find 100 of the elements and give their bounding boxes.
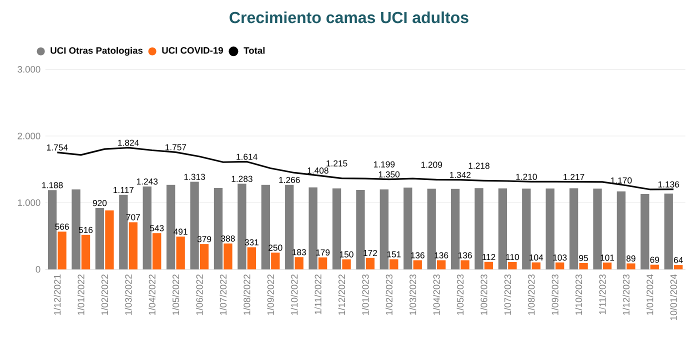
bar xyxy=(224,243,232,270)
bar xyxy=(200,244,209,270)
data-label: 1.210 xyxy=(516,174,537,180)
x-tick-label: 1/02/2023 xyxy=(386,274,392,315)
data-label: 543 xyxy=(150,225,164,232)
data-label: 136 xyxy=(411,252,424,258)
data-label: 707 xyxy=(126,214,140,220)
data-label: 1.614 xyxy=(236,154,258,160)
x-tick-label: 1/05/2023 xyxy=(456,274,464,315)
data-label: 1.218 xyxy=(468,162,490,169)
bar xyxy=(176,236,185,270)
bar xyxy=(58,232,66,270)
data-label: 1.117 xyxy=(114,187,134,193)
x-tick-label: 1/08/2022 xyxy=(243,274,250,315)
data-label: 69 xyxy=(650,256,660,263)
data-label: 150 xyxy=(340,251,354,258)
data-label: 136 xyxy=(434,252,448,258)
data-label: 566 xyxy=(55,224,69,230)
data-label: 379 xyxy=(197,236,212,242)
data-label: 1.754 xyxy=(47,144,68,151)
bar xyxy=(238,184,246,270)
data-label: 89 xyxy=(626,255,636,262)
bar xyxy=(342,259,351,270)
x-tick-label: 1/01/2022 xyxy=(77,274,84,315)
bar xyxy=(427,188,436,270)
bar xyxy=(119,194,128,270)
bar xyxy=(616,191,626,270)
data-label: 1.215 xyxy=(326,160,348,166)
data-label: 179 xyxy=(316,249,330,256)
data-label: 183 xyxy=(292,249,306,256)
x-tick-label: 1/12/2022 xyxy=(338,274,346,315)
data-label: 136 xyxy=(458,252,472,258)
data-label: 1.209 xyxy=(421,162,442,168)
x-tick-label: 1/12/2023 xyxy=(622,274,630,315)
bar xyxy=(142,186,152,270)
data-label: 1.266 xyxy=(279,176,300,184)
x-tick-label: 1/10/2023 xyxy=(575,274,582,315)
x-tick-label: 1/12/2021 xyxy=(54,274,61,315)
data-label: 1.243 xyxy=(136,178,158,185)
bar xyxy=(308,187,318,270)
bar xyxy=(593,188,602,270)
x-tick-label: 1/03/2022 xyxy=(124,274,132,315)
chart-title: Crecimiento camas UCI adultos xyxy=(230,11,468,24)
bar xyxy=(460,260,470,270)
bar xyxy=(366,258,375,270)
data-label: 250 xyxy=(268,244,282,251)
bar xyxy=(650,264,659,270)
data-label: 112 xyxy=(482,254,496,260)
x-tick-label: 1/01/2023 xyxy=(362,274,369,315)
bar xyxy=(474,188,484,270)
data-label: 516 xyxy=(78,226,93,234)
x-tick-label: 1/04/2022 xyxy=(148,274,156,315)
y-tick-label: 2.000 xyxy=(18,132,40,140)
data-label: 95 xyxy=(579,254,588,262)
bar xyxy=(626,263,636,270)
y-tick-label: 3.000 xyxy=(18,66,40,73)
bar xyxy=(413,260,422,270)
bar xyxy=(271,252,280,270)
bar xyxy=(390,259,398,270)
x-tick-label: 1/09/2022 xyxy=(267,274,274,315)
bar xyxy=(294,257,304,270)
data-label: 103 xyxy=(553,254,567,261)
bar xyxy=(214,188,223,270)
y-tick-label: 1.000 xyxy=(18,199,40,206)
legend-label: Total xyxy=(244,46,265,54)
data-label: 1.350 xyxy=(378,171,400,178)
x-tick-label: 1/01/2024 xyxy=(646,274,654,315)
x-tick-label: 1/07/2022 xyxy=(220,274,227,315)
data-label: 104 xyxy=(530,254,544,261)
bar xyxy=(498,188,508,270)
legend-label: UCI Otras Patologias xyxy=(50,46,143,56)
bar xyxy=(380,189,389,270)
data-label: 331 xyxy=(244,239,258,246)
bar xyxy=(674,265,683,270)
data-label: 1.408 xyxy=(308,167,328,174)
bar xyxy=(105,210,114,270)
bar xyxy=(261,184,270,270)
bar xyxy=(569,188,578,270)
bar xyxy=(664,194,673,270)
x-tick-label: 1/11/2023 xyxy=(598,274,606,314)
bar xyxy=(522,188,531,270)
x-tick-label: 1/10/2022 xyxy=(290,274,298,315)
bar xyxy=(602,262,612,270)
data-label: 388 xyxy=(221,235,235,242)
data-label: 151 xyxy=(387,251,401,258)
data-label: 1.757 xyxy=(166,144,186,150)
bar xyxy=(508,262,517,270)
data-label: 1.283 xyxy=(232,176,252,182)
bar xyxy=(436,260,446,270)
x-tick-label: 1/04/2023 xyxy=(433,274,440,315)
data-label: 920 xyxy=(92,200,107,206)
x-tick-label: 1/06/2023 xyxy=(480,274,488,315)
bar xyxy=(640,194,650,270)
data-label: 1.136 xyxy=(658,181,680,188)
data-label: 1.342 xyxy=(450,172,471,178)
bar xyxy=(48,190,57,270)
bar xyxy=(404,188,412,270)
data-label: 1.824 xyxy=(118,140,139,146)
data-label: 110 xyxy=(506,254,519,260)
x-tick-label: 10/01/2024 xyxy=(670,274,677,320)
